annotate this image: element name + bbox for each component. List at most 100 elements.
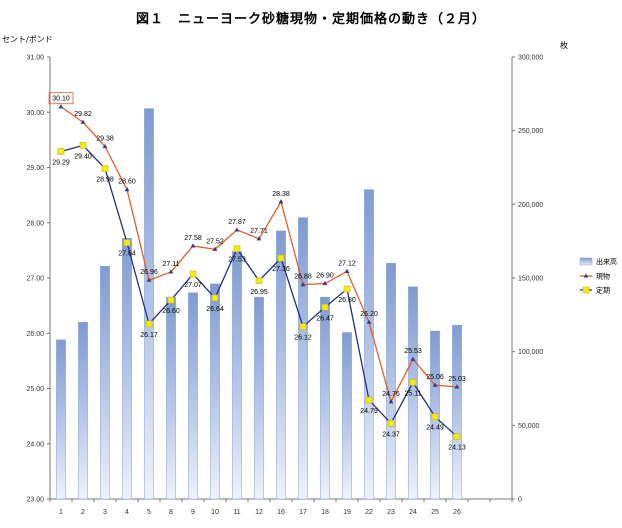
x-tick-label: 23 <box>387 509 395 516</box>
legend-label-spot: 現物 <box>596 272 610 281</box>
x-tick-label: 2 <box>81 509 85 516</box>
x-tick-label: 16 <box>277 509 285 516</box>
volume-bar <box>386 263 396 500</box>
spot-value-label: 26.90 <box>316 273 334 280</box>
y-right-tick-label: 0 <box>518 497 522 504</box>
futures-point <box>79 142 87 149</box>
spot-value-label: 27.58 <box>184 235 202 242</box>
futures-point <box>167 296 175 304</box>
x-tick-label: 24 <box>409 509 417 516</box>
futures-value-label: 25.11 <box>405 390 422 397</box>
y-left-tick-label: 27.00 <box>26 276 44 283</box>
spot-point <box>256 236 262 241</box>
x-tick-label: 22 <box>365 509 373 516</box>
y-right-tick-label: 300,000 <box>518 55 543 62</box>
x-tick-label: 18 <box>321 509 329 516</box>
futures-value-label: 26.64 <box>206 306 224 313</box>
y-left-tick-label: 28.00 <box>26 220 44 227</box>
x-tick-label: 17 <box>299 509 307 516</box>
x-tick-label: 11 <box>233 509 240 516</box>
spot-value-label: 27.11 <box>163 261 180 268</box>
volume-bar <box>276 230 286 500</box>
futures-value-label: 26.17 <box>140 332 158 339</box>
futures-point <box>277 254 285 262</box>
spot-point <box>234 227 240 232</box>
spot-value-label: 29.82 <box>74 111 92 118</box>
spot-point <box>278 199 284 204</box>
volume-bar <box>210 283 220 500</box>
x-tick-label: 8 <box>169 509 173 516</box>
volume-bars <box>56 108 462 500</box>
futures-point <box>211 294 219 302</box>
futures-value-label: 27.53 <box>228 257 246 264</box>
futures-point <box>343 285 351 293</box>
x-tick-label: 3 <box>103 509 107 516</box>
x-tick-label: 4 <box>125 509 129 516</box>
legend-label-volume: 出来高 <box>596 257 617 266</box>
futures-point <box>255 277 263 285</box>
x-tick-label: 25 <box>431 509 439 516</box>
spot-point <box>300 282 306 287</box>
futures-point <box>321 303 329 311</box>
futures-value-label: 24.37 <box>382 431 400 438</box>
chart-title: 図１ ニューヨーク砂糖現物・定期価格の動き（２月） <box>135 12 486 27</box>
futures-value-label: 24.49 <box>426 425 444 432</box>
y-left-tick-label: 30.00 <box>26 110 44 117</box>
spot-point <box>58 104 64 109</box>
x-tick-label: 5 <box>147 509 151 516</box>
spot-point <box>146 277 152 282</box>
y-right-tick-label: 250,000 <box>518 128 543 135</box>
spot-value-label: 30.10 <box>52 96 70 103</box>
futures-point <box>57 148 65 155</box>
futures-value-label: 29.40 <box>74 153 92 160</box>
volume-bar <box>364 189 374 500</box>
x-tick-label: 26 <box>453 509 461 516</box>
price-lines <box>57 104 461 440</box>
futures-point <box>365 396 373 404</box>
volume-bar <box>100 265 110 500</box>
spot-value-label: 25.06 <box>426 374 444 381</box>
spot-point <box>102 143 108 149</box>
volume-bar <box>408 286 418 500</box>
spot-value-label: 26.20 <box>360 311 378 318</box>
spot-point <box>410 356 416 361</box>
y-right-tick-label: 150,000 <box>518 276 543 283</box>
spot-value-label: 25.53 <box>404 348 422 355</box>
futures-value-label: 26.95 <box>250 289 268 296</box>
volume-bar <box>188 292 198 500</box>
futures-value-label: 27.36 <box>272 266 290 273</box>
futures-value-label: 26.12 <box>294 335 312 342</box>
x-tick-label: 1 <box>59 509 63 516</box>
y-left-tick-label: 26.00 <box>26 331 44 338</box>
volume-bar <box>166 296 176 500</box>
y-right-tick-label: 100,000 <box>518 349 543 356</box>
y-axis-left-title: セント/ポンド <box>2 35 53 44</box>
volume-bar <box>320 296 330 500</box>
futures-point <box>123 239 131 246</box>
legend-swatch-volume <box>579 257 593 266</box>
volume-bar <box>254 296 264 500</box>
futures-point <box>299 323 307 330</box>
x-tick-label: 19 <box>343 509 351 516</box>
volume-bar <box>144 108 154 500</box>
y-left-tick-label: 25.00 <box>26 386 44 393</box>
y-left-tick-label: 23.00 <box>26 497 44 504</box>
futures-value-label: 28.98 <box>96 177 114 184</box>
spot-point <box>454 384 460 389</box>
volume-bar <box>452 324 462 500</box>
data-labels: 30.10 29.82 29.38 28.60 26.96 27.11 27.58 27.52… <box>48 92 466 452</box>
spot-value-label: 28.60 <box>118 179 136 186</box>
y-left-tick-label: 31.00 <box>26 55 44 62</box>
x-tick-label: 12 <box>255 509 263 516</box>
spot-value-label: 28.38 <box>272 191 290 198</box>
spot-value-label: 26.96 <box>140 269 158 276</box>
spot-point <box>432 382 438 387</box>
spot-point <box>388 399 394 404</box>
futures-point <box>101 165 109 172</box>
spot-point <box>124 187 130 192</box>
futures-point <box>189 270 197 278</box>
x-tick-label: 9 <box>191 509 195 516</box>
y-left-tick-label: 24.00 <box>26 441 44 448</box>
x-tick-label: 10 <box>211 509 219 516</box>
